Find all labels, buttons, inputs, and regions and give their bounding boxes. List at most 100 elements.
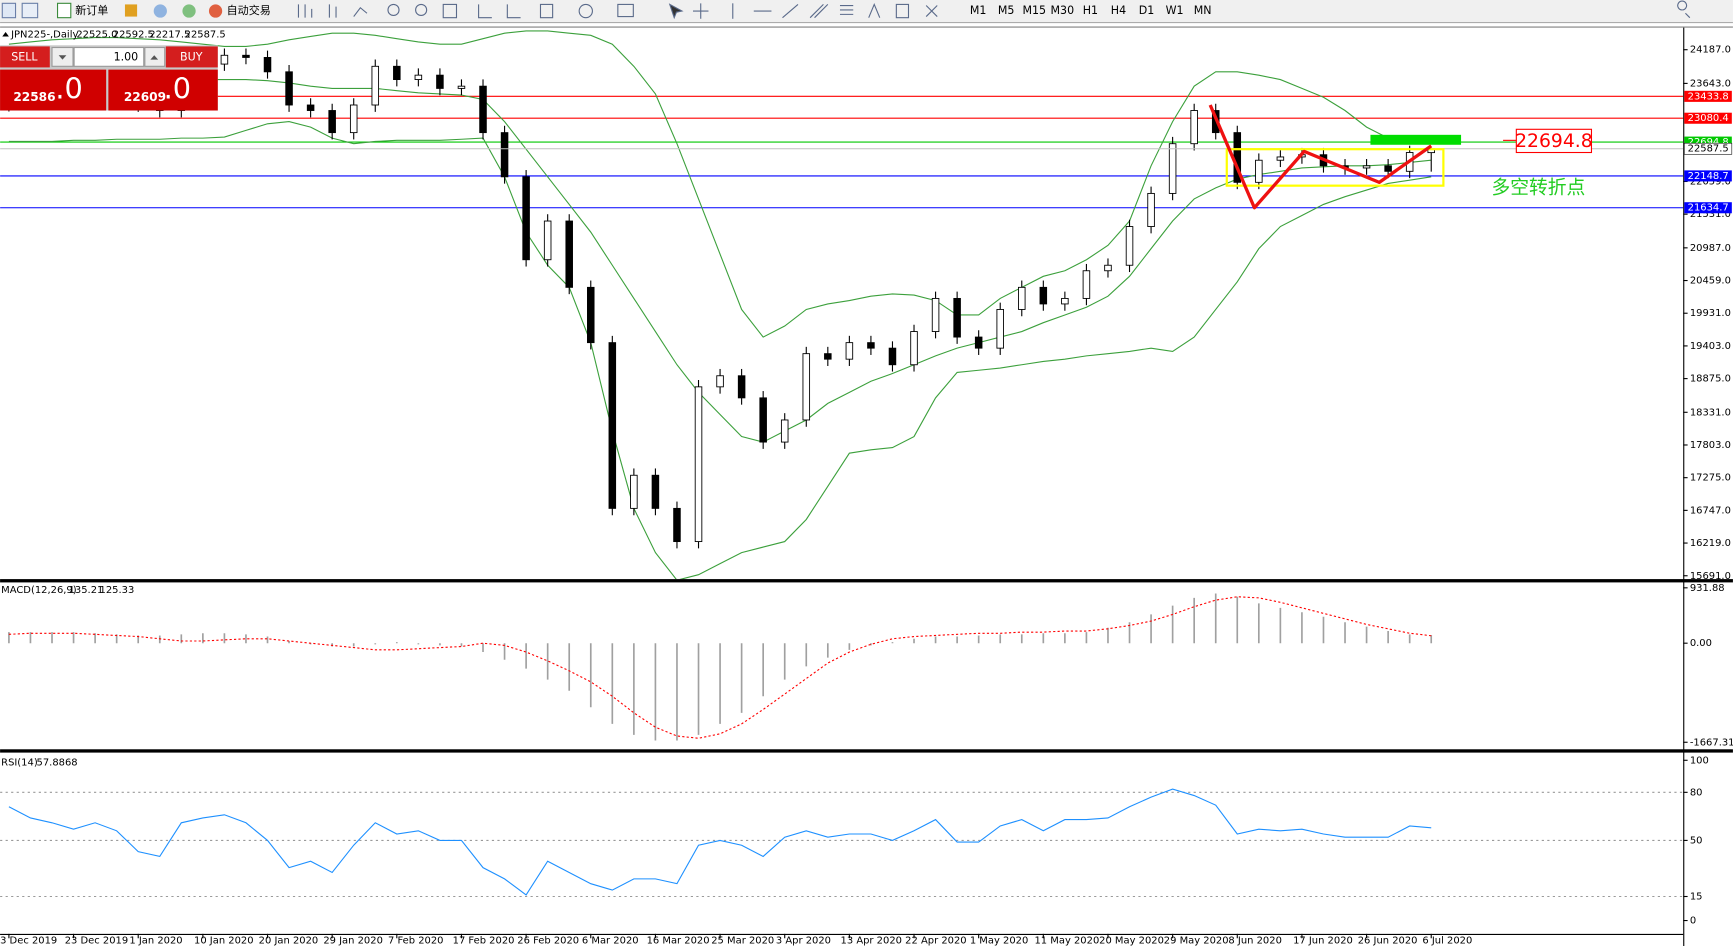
tool-icon[interactable]: [415, 3, 428, 17]
y-tick-label: 931.88: [1690, 583, 1725, 594]
timeframe-button[interactable]: M15: [1022, 4, 1046, 17]
macd-value: 135.21: [69, 585, 104, 596]
tool-icon[interactable]: [539, 3, 554, 19]
y-tick-label: 18331.0: [1690, 407, 1731, 418]
timeframe-button[interactable]: D1: [1139, 4, 1155, 17]
tool-icon[interactable]: [124, 4, 138, 17]
candle-body: [1039, 286, 1048, 305]
buy-price[interactable]: 22609: [124, 90, 166, 104]
timeframe-button[interactable]: H4: [1111, 4, 1126, 17]
level-label: 23080.4: [1688, 113, 1729, 124]
y-tick-label: 19931.0: [1690, 308, 1731, 319]
tool-icon[interactable]: [925, 5, 938, 17]
drawings: [1208, 104, 1593, 210]
y-tick-label: 20459.0: [1690, 276, 1731, 287]
auto-trading-button[interactable]: 自动交易: [227, 3, 271, 17]
tool-icon[interactable]: [353, 6, 368, 17]
sell-price-fraction[interactable]: .0: [55, 72, 82, 106]
y-tick-label: 19403.0: [1690, 341, 1731, 352]
tool-icon[interactable]: [868, 2, 881, 18]
tool-icon[interactable]: [692, 3, 709, 19]
y-tick-label: 24187.0: [1690, 45, 1731, 56]
lot-value[interactable]: 1.00: [114, 50, 139, 63]
tool-icon[interactable]: [809, 4, 829, 19]
x-tick-label: 1 May 2020: [970, 935, 1028, 946]
tool-icon[interactable]: [782, 4, 799, 19]
candle-body: [608, 342, 617, 509]
buy-price-box[interactable]: [108, 69, 218, 111]
tool-icon[interactable]: [297, 4, 313, 18]
tool-icon[interactable]: [668, 3, 684, 20]
tool-icon[interactable]: [506, 4, 521, 19]
x-tick-label: 17 Jun 2020: [1293, 935, 1353, 946]
sell-label[interactable]: SELL: [11, 50, 38, 63]
candle-body: [716, 375, 724, 388]
timeframe-button[interactable]: M5: [998, 4, 1015, 17]
plot-area: [0, 30, 1684, 898]
search-icon[interactable]: [1677, 0, 1691, 19]
y-tick-label: 23643.0: [1690, 78, 1731, 89]
x-tick-label: 25 Mar 2020: [711, 935, 774, 946]
timeframe-button[interactable]: M1: [970, 4, 987, 17]
candle-body: [1082, 270, 1091, 299]
x-tick-label: 10 Jan 2020: [194, 935, 254, 946]
bollinger-band: [8, 79, 1432, 443]
sell-button[interactable]: [0, 46, 50, 68]
x-tick-label: 11 May 2020: [1034, 935, 1099, 946]
macd-title: MACD(12,26,9): [1, 585, 77, 596]
lot-input[interactable]: [73, 46, 145, 67]
tool-icon[interactable]: [153, 4, 167, 18]
new-order-icon[interactable]: [56, 2, 72, 19]
candle-body: [888, 347, 897, 366]
arrow-icon: [58, 55, 67, 60]
tool-icon[interactable]: [182, 4, 196, 18]
sell-price-box[interactable]: [0, 69, 107, 111]
chart-window: [0, 23, 1733, 946]
candle-body: [1276, 156, 1285, 161]
timeframe-button[interactable]: H1: [1083, 4, 1098, 17]
tool-icons: [297, 0, 1691, 20]
candle-body: [1147, 192, 1155, 227]
y-tick-label: 80: [1690, 787, 1703, 798]
tool-icon[interactable]: [328, 4, 337, 18]
x-tick-label: 29 May 2020: [1164, 935, 1229, 946]
candle-body: [867, 342, 875, 349]
buy-label[interactable]: BUY: [180, 50, 203, 63]
candle-body: [996, 309, 1004, 349]
candle-body: [651, 474, 660, 509]
tool-icon[interactable]: [442, 3, 458, 19]
tool-icon[interactable]: [387, 3, 400, 17]
tool-icon[interactable]: [839, 4, 854, 15]
sell-price[interactable]: 22586: [13, 90, 55, 104]
y-tick-label: 20987.0: [1690, 243, 1731, 254]
candle-body: [220, 54, 229, 65]
y-tick-label: 15691.0: [1690, 571, 1731, 582]
y-tick-label: 22059.0: [1690, 176, 1731, 187]
collapse-icon[interactable]: [2, 32, 9, 37]
candle-body: [802, 353, 811, 421]
rsi-value: 57.8868: [37, 758, 78, 769]
candle-body: [1384, 165, 1392, 172]
candle-body: [1362, 165, 1371, 169]
candle-body: [263, 57, 272, 73]
timeframe-button[interactable]: W1: [1166, 4, 1184, 17]
tool-icon[interactable]: [478, 4, 492, 19]
y-tick-label: 0.00: [1690, 638, 1712, 649]
ohlc-high: 22592.5: [113, 29, 154, 40]
new-order-button[interactable]: 新订单: [75, 3, 108, 17]
candle-body: [1104, 264, 1112, 272]
tool-icon[interactable]: [578, 3, 593, 19]
auto-trading-icon[interactable]: [208, 4, 223, 18]
buy-price-fraction[interactable]: .0: [164, 72, 191, 106]
tool-icon[interactable]: [895, 3, 910, 19]
buy-button[interactable]: [165, 46, 218, 68]
tool-icon[interactable]: [1, 2, 17, 19]
candle-body: [1061, 297, 1069, 305]
tool-icon[interactable]: [617, 3, 634, 18]
rsi-line: [8, 788, 1432, 896]
timeframe-button[interactable]: M30: [1051, 4, 1075, 17]
timeframe-button[interactable]: MN: [1194, 4, 1212, 17]
tool-icon[interactable]: [21, 2, 39, 19]
candle-body: [479, 85, 487, 134]
